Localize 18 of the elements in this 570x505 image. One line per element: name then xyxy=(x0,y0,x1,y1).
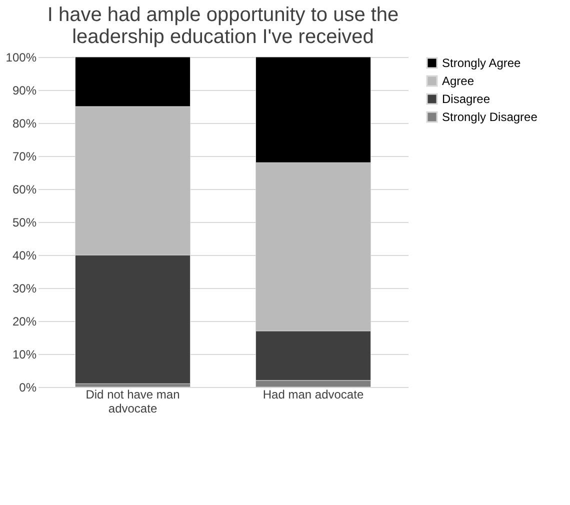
chart-title: I have had ample opportunity to use the leadership education I've received xyxy=(47,4,399,48)
legend-label: Disagree xyxy=(442,92,490,106)
y-tick-label: 50% xyxy=(12,216,37,230)
y-tick-label: 70% xyxy=(12,150,37,164)
x-tick-label: Had man advocate xyxy=(262,388,364,402)
legend-label: Strongly Agree xyxy=(442,56,522,70)
y-tick-label: 0% xyxy=(19,380,37,394)
legend-label: Strongly Disagree xyxy=(442,110,538,124)
x-tick-label: Did not have man advocate xyxy=(86,388,180,416)
y-tick-label: 100% xyxy=(6,50,37,64)
y-tick-label: 10% xyxy=(12,348,37,362)
y-tick-label: 90% xyxy=(12,84,37,98)
y-tick-label: 20% xyxy=(12,314,37,328)
y-tick-label: 60% xyxy=(12,182,37,196)
y-tick-label: 30% xyxy=(12,282,37,296)
y-tick-label: 80% xyxy=(12,116,37,130)
legend-label: Agree xyxy=(442,74,474,88)
y-tick-label: 40% xyxy=(12,248,37,262)
